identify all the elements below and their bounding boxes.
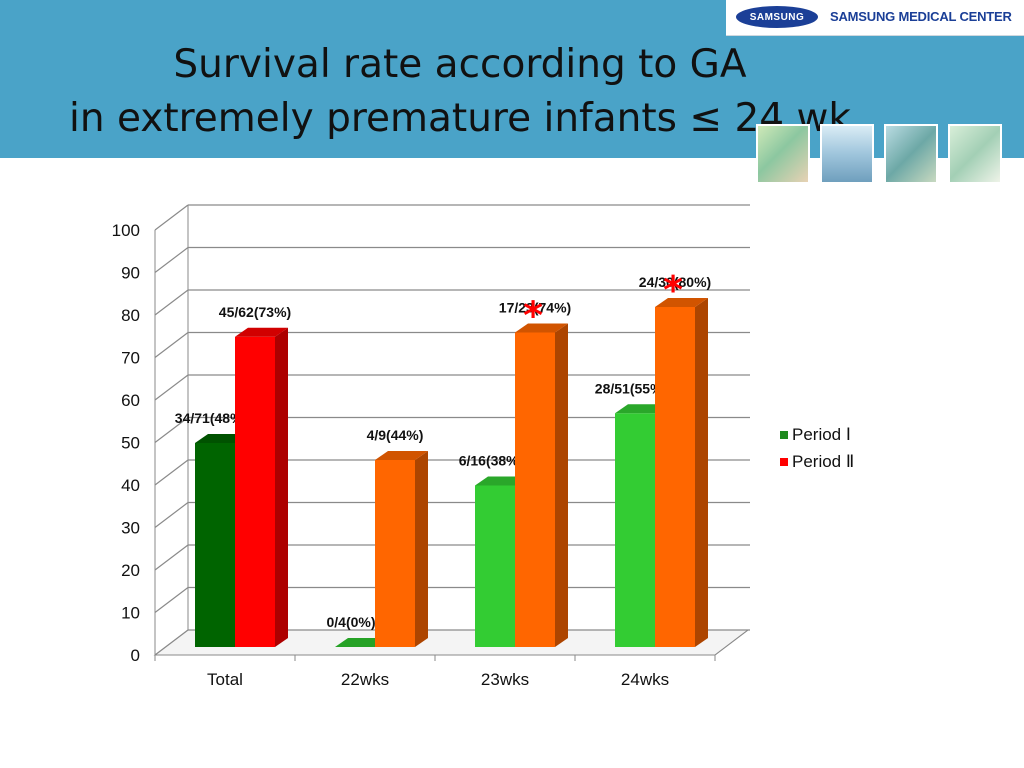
y-tick-label: 60 [121, 391, 140, 410]
gridline-side [154, 204, 189, 231]
gridline-side [154, 247, 189, 273]
data-label: 28/51(55%) [595, 380, 667, 396]
bar-top [375, 451, 428, 460]
y-tick-label: 80 [121, 306, 140, 325]
legend-swatch-period-2 [780, 457, 788, 466]
data-label: 45/62(73%) [219, 304, 291, 320]
y-tick-label: 100 [112, 221, 140, 240]
y-tick-label: 40 [121, 476, 140, 495]
y-tick-label: 0 [131, 646, 140, 665]
x-tick-label: Total [207, 670, 243, 689]
gridline-side [154, 459, 189, 486]
brand-logo-box: SAMSUNG SAMSUNG MEDICAL CENTER [726, 0, 1024, 36]
floor-edge [714, 629, 749, 656]
gridline-side [154, 332, 189, 358]
medical-photo-thumbnail [756, 124, 810, 184]
data-label: 4/9(44%) [367, 427, 424, 443]
x-tick-label: 24wks [621, 670, 669, 689]
y-tick-label: 70 [121, 349, 140, 368]
data-label: 34/71(48%) [175, 410, 247, 426]
y-tick-label: 20 [121, 561, 140, 580]
slide-title: Survival rate according to GA in extreme… [0, 38, 920, 146]
bar-22wks-period-2 [375, 460, 415, 647]
bar-total-period-2 [235, 336, 275, 647]
title-line-2: in extremely premature infants ≤ 24 wk [69, 96, 851, 141]
samsung-logo: SAMSUNG [736, 6, 818, 28]
legend-item-period-1: Period Ⅰ [780, 421, 854, 448]
chart-legend: Period Ⅰ Period Ⅱ [780, 421, 854, 475]
bar-top [655, 298, 708, 307]
y-tick-label: 50 [121, 434, 140, 453]
bar-top [335, 638, 388, 647]
data-label: 0/4(0%) [326, 614, 375, 630]
bar-top [615, 404, 668, 414]
lab-photo-thumbnail [948, 124, 1002, 184]
y-tick-label: 10 [121, 604, 140, 623]
bar-top [475, 476, 528, 486]
legend-label-period-1: Period Ⅰ [792, 424, 851, 444]
bar-23wks-period-2 [515, 332, 555, 647]
legend-label-period-2: Period Ⅱ [792, 451, 855, 471]
gridline-side [154, 629, 189, 656]
gridline-side [154, 289, 189, 316]
brand-name: SAMSUNG MEDICAL CENTER [830, 9, 1012, 24]
data-label: 6/16(38%) [459, 453, 524, 469]
x-tick-label: 23wks [481, 670, 529, 689]
significance-asterisk: * [663, 268, 683, 312]
bar-23wks-period-1 [475, 485, 515, 647]
bar-top [195, 434, 248, 443]
y-tick-label: 30 [121, 519, 140, 538]
legend-swatch-period-1 [780, 430, 788, 439]
bar-side [695, 298, 708, 647]
bar-total-period-1 [195, 443, 235, 647]
bar-top [235, 327, 288, 337]
surgery-photo-thumbnail [884, 124, 938, 184]
gridline-side [154, 544, 189, 571]
legend-item-period-2: Period Ⅱ [780, 448, 854, 475]
bar-side [555, 323, 568, 647]
bar-24wks-period-1 [615, 413, 655, 647]
gridline-side [154, 587, 189, 613]
bar-side [415, 451, 428, 647]
hospital-building-thumbnail [820, 124, 874, 184]
gridline-side [154, 502, 189, 528]
data-label: 17/23(74%) [499, 300, 571, 316]
bar-top [515, 323, 568, 333]
bar-side [275, 327, 288, 647]
significance-asterisk: * [523, 294, 543, 338]
gridline-side [154, 374, 189, 401]
data-label: 24/30(80%) [639, 274, 711, 290]
bar-24wks-period-2 [655, 307, 695, 647]
gridline-side [154, 417, 189, 443]
y-tick-label: 90 [121, 264, 140, 283]
x-tick-label: 22wks [341, 670, 389, 689]
title-line-1: Survival rate according to GA [173, 42, 747, 87]
